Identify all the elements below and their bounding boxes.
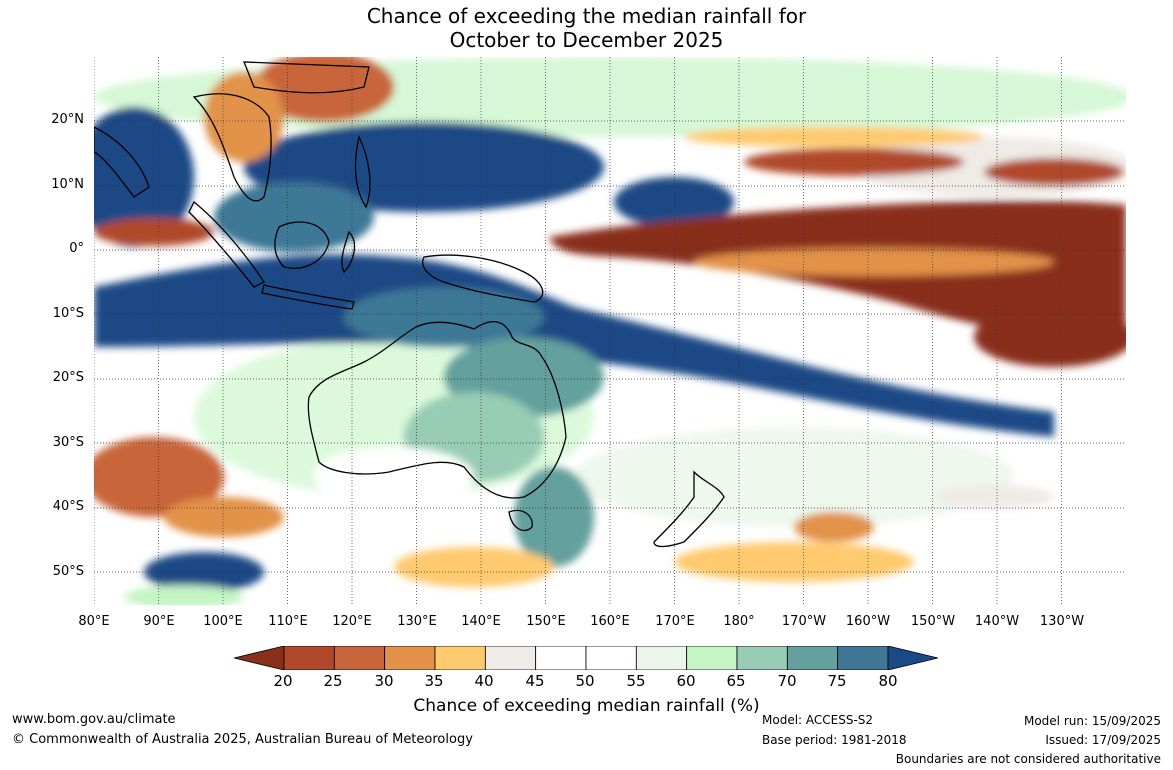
lon-label-140e: 140°E [461, 614, 501, 629]
lat-label-10n: 10°N [51, 177, 84, 192]
bom-website-link[interactable]: www.bom.gov.au/climate [12, 712, 176, 727]
colorbar-swatch [786, 646, 839, 670]
rainfall-field [94, 57, 1126, 605]
lon-label-140w: 140°W [974, 614, 1020, 629]
issued-date: Issued: 17/09/2025 [1045, 733, 1161, 747]
colorbar-tick-35: 35 [424, 672, 444, 690]
lon-label-170e: 170°E [655, 614, 695, 629]
borneo-coast [274, 221, 330, 269]
colorbar-swatch [283, 646, 335, 670]
map-canvas [94, 57, 1126, 605]
model-run-date: Model run: 15/09/2025 [1023, 714, 1161, 728]
colorbar-tick-20: 20 [273, 672, 293, 690]
colorbar-swatches [234, 646, 938, 670]
rainfall-outlook-map [94, 57, 1126, 605]
colorbar-tick-70: 70 [777, 672, 797, 690]
lon-label-150e: 150°E [526, 614, 566, 629]
lon-label-160w: 160°W [845, 614, 891, 629]
colorbar-swatch [686, 646, 738, 670]
lon-label-80e: 80°E [78, 614, 110, 629]
colorbar-swatch [635, 646, 688, 670]
model-name: Model: ACCESS-S2 [762, 713, 874, 727]
colorbar-tick-75: 75 [827, 672, 847, 690]
lon-label-90e: 90°E [143, 614, 175, 629]
colorbar-tick-55: 55 [626, 672, 646, 690]
lat-label-10s: 10°S [52, 306, 84, 321]
colorbar-swatch [484, 646, 537, 670]
colorbar-tick-30: 30 [374, 672, 394, 690]
lon-label-110e: 110°E [268, 614, 308, 629]
colorbar-swatch [434, 646, 486, 670]
philippines-coast [354, 135, 371, 209]
colorbar-tick-60: 60 [676, 672, 696, 690]
tasmania-coast [508, 509, 533, 532]
new-zealand-coast [653, 470, 725, 548]
lon-label-100e: 100°E [203, 614, 243, 629]
colorbar-arrow-low [234, 646, 285, 670]
lon-label-130w: 130°W [1039, 614, 1085, 629]
lat-label-20n: 20°N [51, 112, 84, 127]
lat-label-50s: 50°S [52, 564, 84, 579]
colorbar-swatch [333, 646, 386, 670]
colorbar [234, 646, 938, 670]
lat-label-30s: 30°S [52, 435, 84, 450]
colorbar-label: Chance of exceeding median rainfall (%) [413, 696, 760, 716]
colorbar-tick-45: 45 [525, 672, 545, 690]
title-line-2: October to December 2025 [449, 28, 724, 52]
colorbar-tick-65: 65 [726, 672, 746, 690]
sumatra-coast [188, 200, 265, 288]
china-coast [243, 61, 370, 94]
australia-coast [307, 321, 567, 499]
graticule [94, 57, 1126, 605]
colorbar-swatch [736, 646, 788, 670]
india-coast [94, 126, 150, 198]
lon-label-160e: 160°E [590, 614, 630, 629]
lon-label-150w: 150°W [910, 614, 956, 629]
colorbar-tick-80: 80 [878, 672, 898, 690]
lat-label-0: 0° [69, 241, 84, 256]
base-period: Base period: 1981-2018 [762, 733, 907, 747]
title-line-1: Chance of exceeding the median rainfall … [366, 4, 807, 28]
colorbar-arrow-high [887, 646, 938, 670]
colorbar-swatch [384, 646, 436, 670]
colorbar-tick-40: 40 [474, 672, 494, 690]
colorbar-tick-50: 50 [575, 672, 595, 690]
lat-label-20s: 20°S [52, 370, 84, 385]
indochina-coast [192, 93, 272, 202]
sulawesi-coast [341, 230, 356, 274]
colorbar-swatch [535, 646, 587, 670]
lat-label-40s: 40°S [52, 499, 84, 514]
map-title: Chance of exceeding the median rainfall … [0, 4, 1173, 52]
colorbar-swatch [585, 646, 637, 670]
lon-label-130e: 130°E [397, 614, 437, 629]
colorbar-swatch [837, 646, 889, 670]
lon-label-120e: 120°E [332, 614, 372, 629]
copyright-notice: © Commonwealth of Australia 2025, Austra… [12, 732, 473, 747]
new-guinea-coast [422, 254, 544, 303]
lon-label-170w: 170°W [781, 614, 827, 629]
boundaries-disclaimer: Boundaries are not considered authoritat… [895, 752, 1161, 766]
colorbar-tick-25: 25 [323, 672, 343, 690]
lon-label-180: 180° [723, 614, 755, 629]
